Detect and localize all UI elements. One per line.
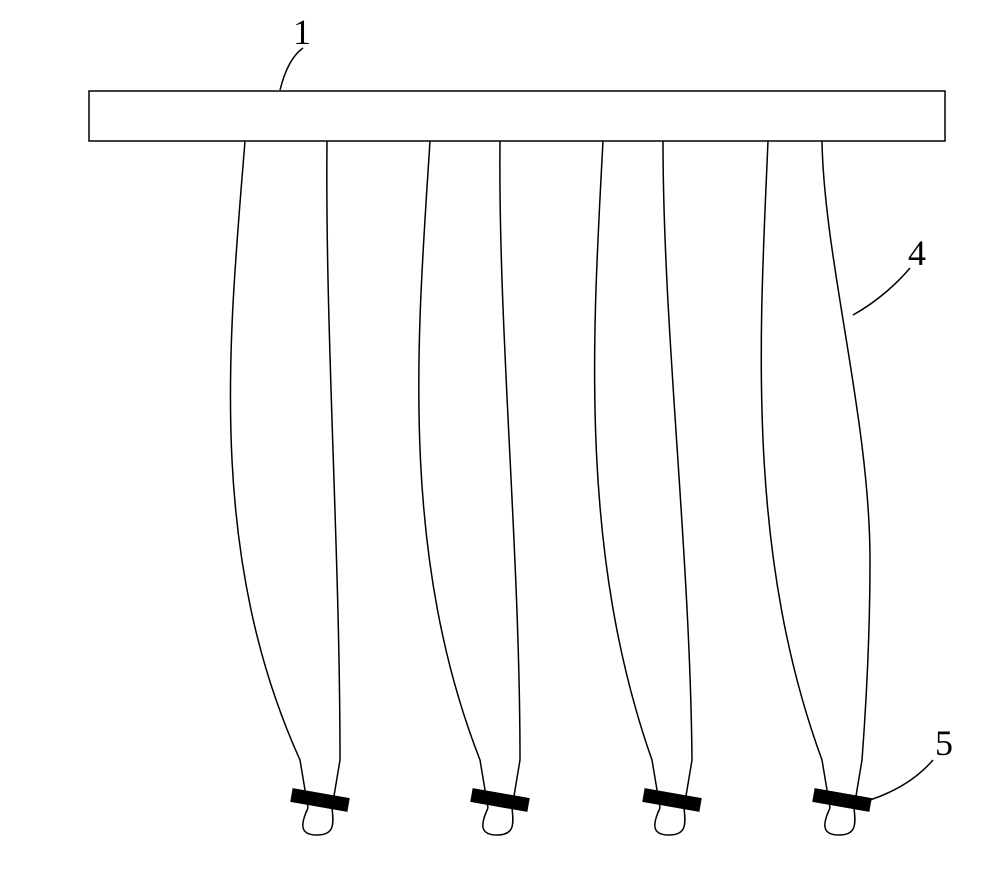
pendant-loop — [825, 808, 855, 835]
pendant-right-edge — [663, 141, 692, 808]
pendant-4 — [761, 141, 872, 835]
clip — [290, 788, 350, 812]
pendant-right-edge — [327, 141, 340, 808]
pendant-left-edge — [230, 141, 308, 808]
pendant-loop — [303, 808, 333, 835]
callout-1: 1 — [280, 12, 311, 90]
callout-leader — [280, 48, 303, 90]
callout-number: 4 — [908, 233, 926, 273]
callout-number: 5 — [935, 723, 953, 763]
pendant-loop — [483, 808, 513, 835]
horizontal-bar — [89, 91, 945, 141]
pendant-right-edge — [500, 141, 520, 808]
callout-5: 5 — [870, 723, 953, 800]
pendant-left-edge — [761, 141, 830, 808]
pendant-1 — [230, 141, 349, 835]
clip — [812, 788, 872, 812]
pendant-right-edge — [822, 141, 870, 808]
pendant-left-edge — [419, 141, 488, 808]
pendant-loop — [655, 808, 685, 835]
callout-leader — [853, 268, 910, 315]
pendant-left-edge — [595, 141, 660, 808]
clip — [642, 788, 702, 812]
pendant-3 — [595, 141, 702, 835]
callout-leader — [870, 760, 933, 800]
callout-4: 4 — [853, 233, 926, 315]
clip — [470, 788, 530, 812]
pendant-2 — [419, 141, 530, 835]
technical-diagram: 1 4 5 — [0, 0, 1000, 878]
callout-number: 1 — [293, 12, 311, 52]
